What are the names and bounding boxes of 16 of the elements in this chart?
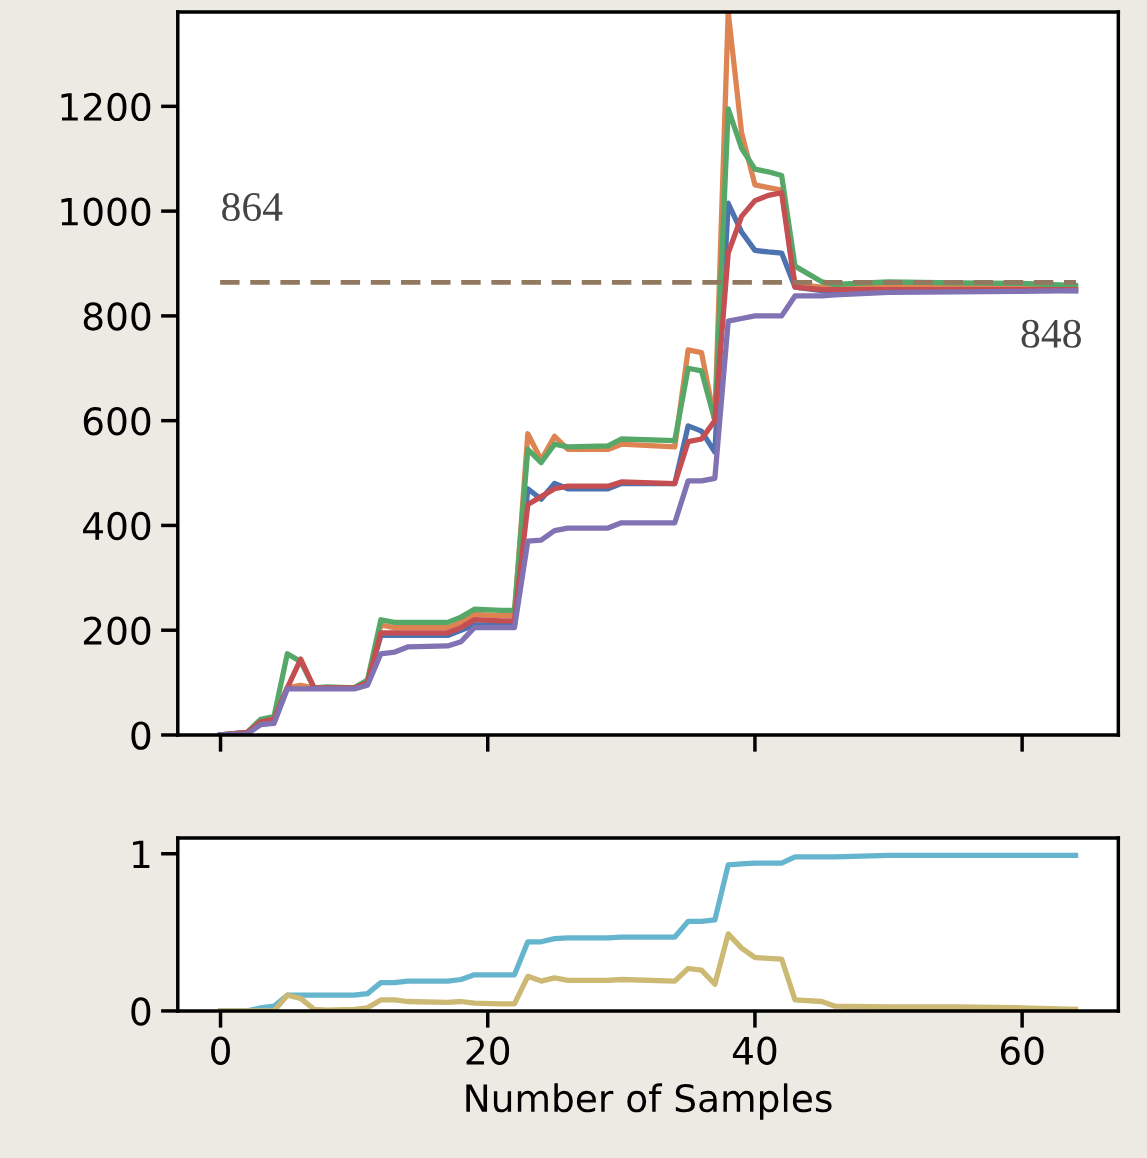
y-tick-label: 800 [83, 302, 151, 331]
x-tick-label: 40 [732, 1036, 777, 1065]
x-tick-label: 0 [211, 1036, 230, 1065]
x-tick-label: 20 [466, 1036, 510, 1065]
y-tick-label: 0 [131, 721, 151, 750]
y-tick-label: 1200 [61, 92, 151, 122]
ref-line-label: 864 [222, 193, 283, 222]
y-tick-label: 600 [83, 407, 151, 436]
y-tick-label: 1 [133, 840, 150, 869]
y-tick-label: 400 [83, 511, 151, 541]
y-tick-label: 1000 [61, 197, 151, 226]
x-axis-title: Number of Samples [466, 1083, 832, 1120]
x-tick-label: 60 [1000, 1036, 1044, 1065]
annotation: 848 [1021, 319, 1081, 348]
y-tick-label: 200 [83, 616, 151, 645]
y-tick-label: 0 [131, 997, 151, 1026]
